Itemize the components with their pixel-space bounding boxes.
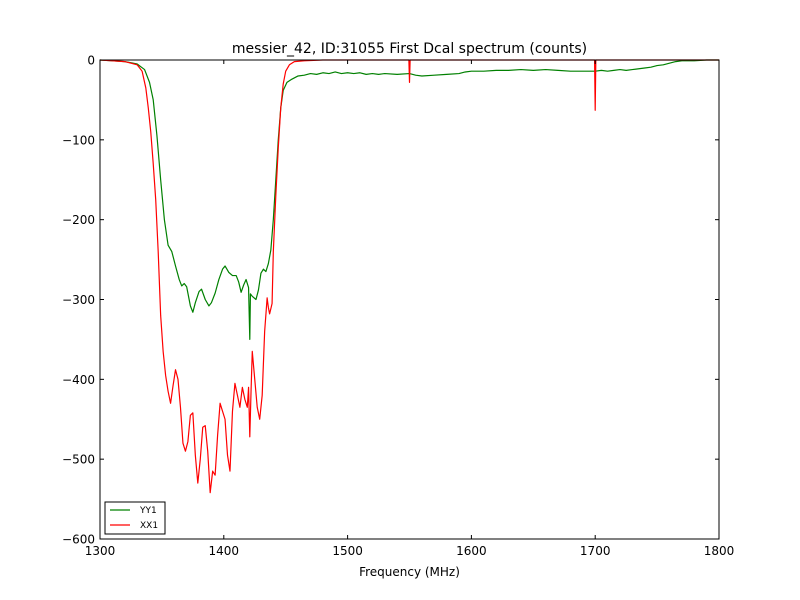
- x-tick-label: 1600: [456, 544, 487, 558]
- y-tick-label: −600: [62, 533, 95, 547]
- x-tick-label: 1800: [704, 544, 735, 558]
- y-tick-label: −400: [62, 373, 95, 387]
- x-tick-label: 1500: [332, 544, 363, 558]
- legend-box: [104, 501, 166, 535]
- series-line-yy1: [99, 59, 719, 341]
- y-tick-label: −500: [62, 453, 95, 467]
- x-tick-label: 1700: [580, 544, 611, 558]
- x-tick-label: 1400: [209, 544, 240, 558]
- series-line-xx1: [99, 59, 719, 494]
- legend: YY1 XX1: [104, 501, 166, 535]
- x-axis-label: Frequency (MHz): [359, 565, 460, 579]
- series-layer: [99, 59, 719, 494]
- y-tick-label: 0: [87, 54, 95, 68]
- y-tick-label: −200: [62, 213, 95, 227]
- legend-label-yy1: YY1: [139, 506, 157, 516]
- legend-label-xx1: XX1: [140, 521, 158, 531]
- plot-area: [100, 60, 719, 539]
- y-tick-label: −100: [62, 133, 95, 147]
- chart-title: messier_42, ID:31055 First Dcal spectrum…: [232, 41, 587, 57]
- tick-layer: 1300 1400 1500 1600 1700 1800 0 −100 −200 −300 −40…: [62, 54, 734, 559]
- y-tick-label: −300: [62, 293, 95, 307]
- x-tick-label: 1300: [85, 544, 116, 558]
